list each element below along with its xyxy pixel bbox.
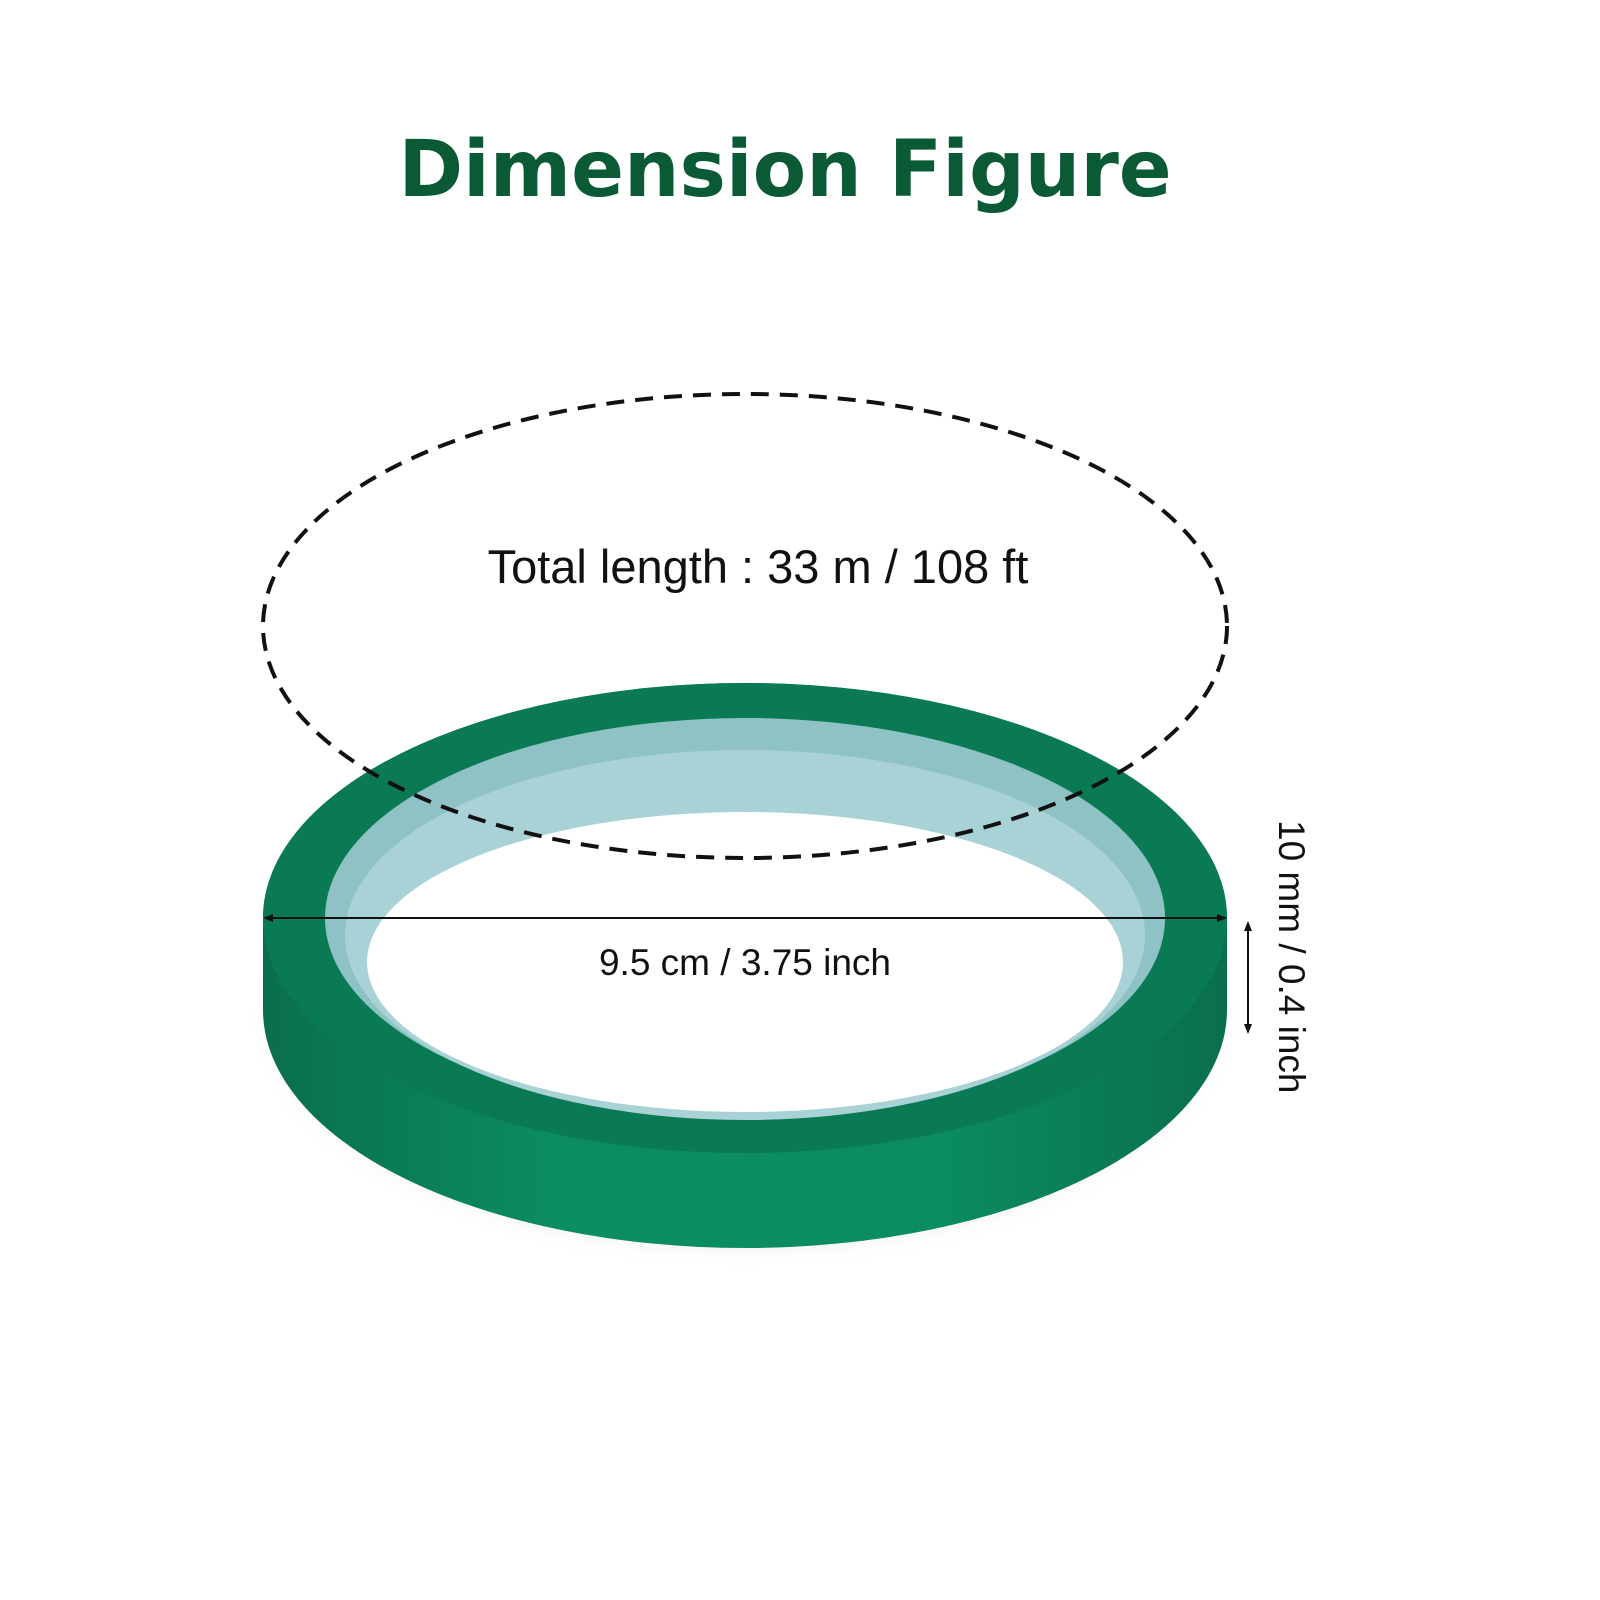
width-dimension: 10 mm / 0.4 inch	[1244, 820, 1312, 1094]
width-label: 10 mm / 0.4 inch	[1271, 820, 1312, 1094]
page-title: Dimension Figure	[398, 125, 1171, 215]
diameter-label: 9.5 cm / 3.75 inch	[599, 942, 891, 983]
tape-hole	[367, 812, 1123, 1112]
length-outline	[261, 392, 1229, 860]
total-length-label: Total length : 33 m / 108 ft	[488, 540, 1029, 593]
diameter-dimension: 9.5 cm / 3.75 inch	[263, 914, 1227, 983]
